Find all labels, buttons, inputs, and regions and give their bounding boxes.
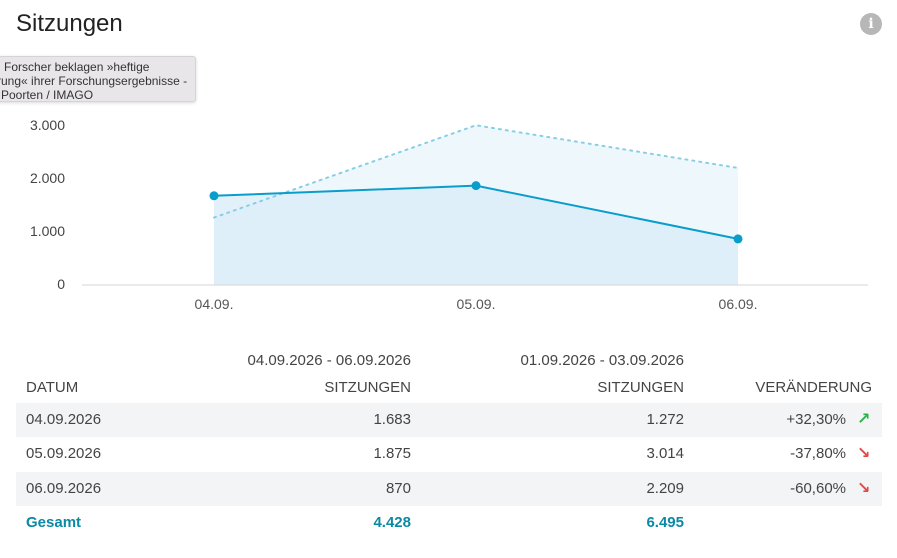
y-tick-label: 3.000 — [29, 117, 65, 133]
cell-change: -60,60% — [790, 480, 846, 497]
arrow-down-icon: ↘ — [857, 480, 871, 497]
table-total-row: Gesamt 4.428 6.495 — [16, 506, 882, 540]
column-header-change: VERÄNDERUNG — [755, 379, 872, 396]
table-row: 06.09.2026 870 2.209 -60,60% ↘ — [16, 472, 882, 506]
info-icon[interactable]: i — [860, 13, 882, 35]
tooltip: Forscher beklagen »heftige rung« ihrer F… — [0, 56, 196, 102]
cell-date: 06.09.2026 — [26, 480, 102, 497]
column-header-sessions-previous: SITZUNGEN — [597, 379, 684, 396]
total-sessions-current: 4.428 — [373, 514, 411, 531]
cell-sessions-previous: 3.014 — [646, 445, 684, 462]
series-line-1 — [213, 124, 739, 219]
period-previous: 01.09.2026 - 03.09.2026 — [520, 352, 684, 369]
tooltip-line-2: rung« ihrer Forschungsergebnisse - — [0, 74, 188, 88]
cell-date: 05.09.2026 — [26, 445, 102, 462]
y-tick-label: 2.000 — [29, 170, 65, 186]
data-point[interactable] — [209, 191, 219, 201]
cell-change: -37,80% — [790, 445, 846, 462]
x-tick-label: 05.09. — [456, 296, 496, 312]
y-tick-label: 0 — [57, 276, 65, 292]
data-point[interactable] — [733, 234, 743, 244]
table-row: 04.09.2026 1.683 1.272 +32,30% ↗ — [16, 403, 882, 437]
cell-date: 04.09.2026 — [26, 411, 102, 428]
tooltip-line-3: Poorten / IMAGO — [1, 88, 94, 102]
arrow-up-icon: ↗ — [857, 411, 871, 428]
cell-sessions-previous: 1.272 — [646, 411, 684, 428]
cell-sessions-current: 1.875 — [373, 445, 411, 462]
cell-sessions-current: 1.683 — [373, 411, 411, 428]
column-header-date: DATUM — [26, 379, 79, 396]
cell-sessions-current: 870 — [385, 480, 411, 497]
x-tick-label: 06.09. — [718, 296, 758, 312]
tooltip-line-1: Forscher beklagen »heftige — [4, 60, 150, 74]
total-label: Gesamt — [26, 514, 82, 531]
sessions-chart — [82, 124, 868, 286]
data-point[interactable] — [471, 181, 481, 191]
x-tick-label: 04.09. — [194, 296, 234, 312]
column-header-sessions-current: SITZUNGEN — [324, 379, 411, 396]
arrow-down-icon: ↘ — [857, 445, 871, 462]
y-tick-label: 1.000 — [29, 223, 65, 239]
table-row: 05.09.2026 1.875 3.014 -37,80% ↘ — [16, 437, 882, 471]
period-current: 04.09.2026 - 06.09.2026 — [247, 352, 411, 369]
page-title: Sitzungen — [16, 10, 123, 37]
series-area-0 — [214, 185, 738, 285]
cell-sessions-previous: 2.209 — [646, 480, 684, 497]
total-sessions-previous: 6.495 — [646, 514, 684, 531]
cell-change: +32,30% — [786, 411, 846, 428]
